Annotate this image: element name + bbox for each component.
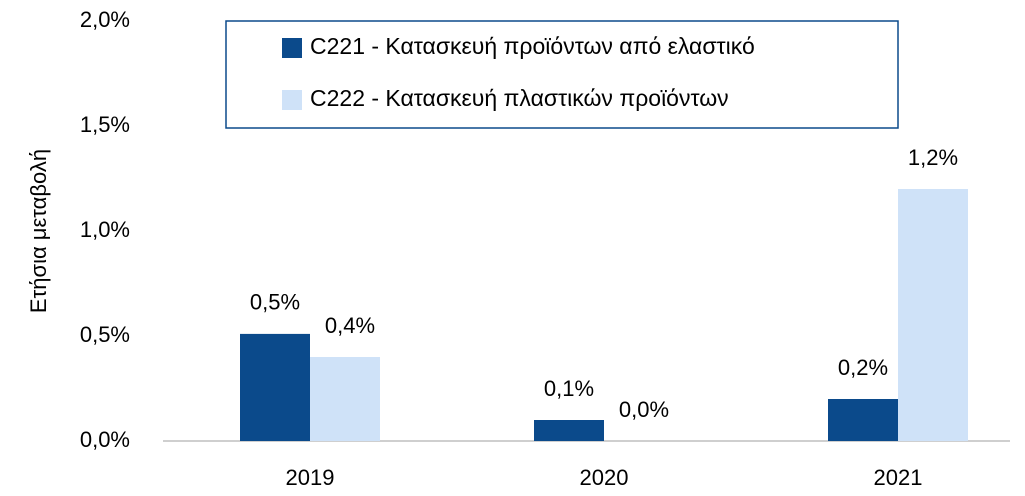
bar xyxy=(828,399,898,441)
y-tick-label: 0,0% xyxy=(80,427,130,452)
legend-swatch xyxy=(282,38,302,58)
bar xyxy=(240,333,310,441)
bar xyxy=(898,189,968,441)
bar xyxy=(310,357,380,441)
legend-label: C221 - Κατασκευή προϊόντων από ελαστικό xyxy=(310,33,755,59)
y-tick-label: 1,0% xyxy=(80,217,130,242)
x-tick-label: 2021 xyxy=(874,465,923,490)
value-label: 1,2% xyxy=(908,145,958,170)
x-tick-label: 2020 xyxy=(580,465,629,490)
y-tick-label: 1,5% xyxy=(80,112,130,137)
value-label: 0,5% xyxy=(250,290,300,315)
value-label: 0,1% xyxy=(544,376,594,401)
value-label: 0,2% xyxy=(838,355,888,380)
legend-box xyxy=(225,20,899,129)
y-tick-label: 2,0% xyxy=(80,7,130,32)
bar xyxy=(534,420,604,441)
y-axis-title: Ετήσια μεταβολή xyxy=(26,149,51,313)
legend-swatch xyxy=(282,90,302,110)
legend-label: C222 - Κατασκευή πλαστικών προϊόντων xyxy=(310,85,729,111)
x-tick-label: 2019 xyxy=(286,465,335,490)
y-tick-label: 0,5% xyxy=(80,322,130,347)
value-label: 0,0% xyxy=(619,397,669,422)
value-label: 0,4% xyxy=(325,313,375,338)
